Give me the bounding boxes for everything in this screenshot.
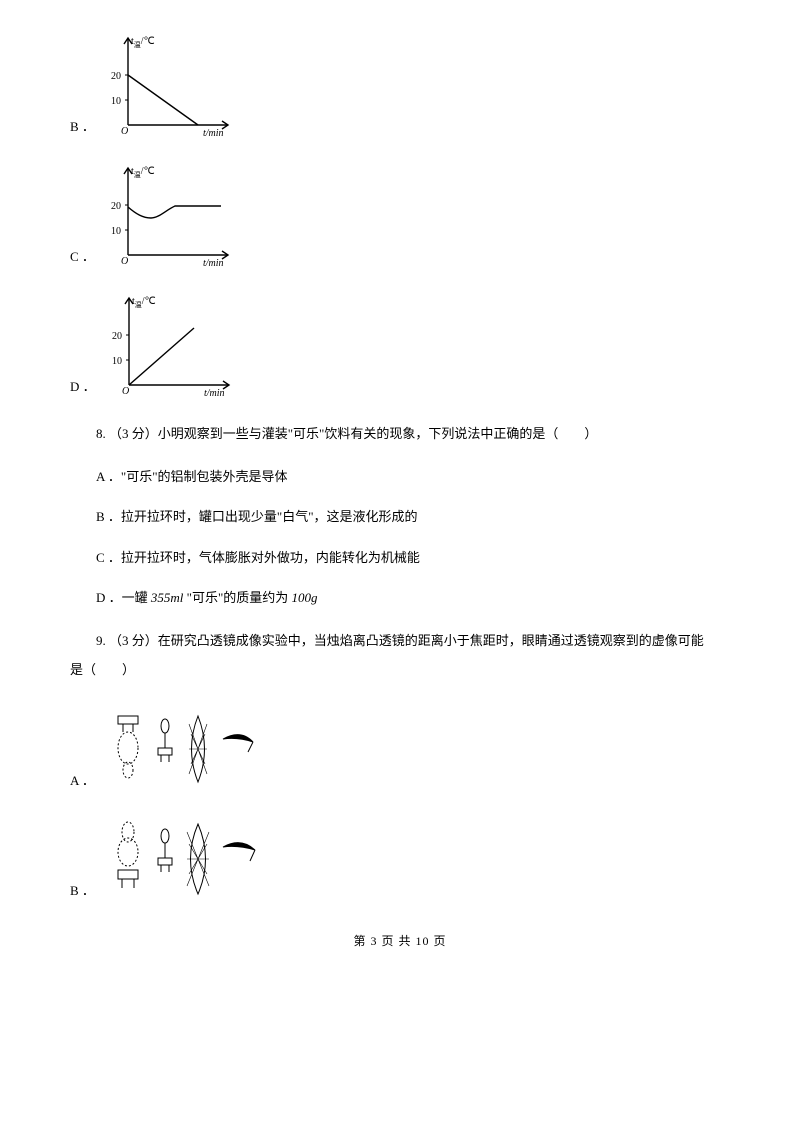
- option-label-c: C ．: [70, 246, 95, 265]
- chart-d: 10 20 t温/℃ O t/min: [104, 290, 244, 400]
- lens-diagram-a: [103, 704, 273, 794]
- option-label-d: D ．: [70, 376, 96, 395]
- page-content: B ． 10 20 t温/℃ O t/min C ．: [0, 0, 800, 969]
- svg-text:O: O: [121, 256, 128, 267]
- q7-option-c: C ． 10 20 t温/℃ O t/min: [70, 160, 730, 270]
- chart-c: 10 20 t温/℃ O t/min: [103, 160, 243, 270]
- q9-option-b: B ．: [70, 814, 730, 904]
- q8-d-val1: 355ml: [151, 590, 184, 605]
- svg-text:t/min: t/min: [204, 388, 225, 399]
- svg-text:t/min: t/min: [203, 258, 224, 269]
- q9-line1: 9. （3 分）在研究凸透镜成像实验中，当烛焰离凸透镜的距离小于焦距时，眼睛通过…: [70, 627, 730, 656]
- svg-text:t/min: t/min: [203, 128, 224, 139]
- q8-option-a: A ．"可乐"的铝制包装外壳是导体: [70, 463, 730, 492]
- q8-option-b: B ．拉开拉环时，罐口出现少量"白气"，这是液化形成的: [70, 503, 730, 532]
- q9-line2: 是（ ）: [70, 656, 730, 685]
- svg-text:20: 20: [111, 201, 121, 212]
- option-label-a2: A ．: [70, 770, 95, 789]
- lens-diagram-b: [103, 814, 273, 904]
- svg-text:t温/℃: t温/℃: [132, 296, 156, 309]
- svg-text:10: 10: [111, 226, 121, 237]
- q8-option-c: C ．拉开拉环时，气体膨胀对外做功，内能转化为机械能: [70, 544, 730, 573]
- q8-d-prefix: D ．一罐: [96, 590, 151, 605]
- page-footer: 第 3 页 共 10 页: [70, 932, 730, 949]
- svg-text:t温/℃: t温/℃: [131, 166, 155, 179]
- svg-text:t温/℃: t温/℃: [131, 36, 155, 49]
- svg-text:10: 10: [112, 356, 122, 367]
- q7-option-d: D ． 10 20 t温/℃ O t/min: [70, 290, 730, 400]
- q8-prompt: 8. （3 分）小明观察到一些与灌装"可乐"饮料有关的现象，下列说法中正确的是（…: [70, 420, 730, 449]
- q8-d-val2: 100g: [292, 590, 318, 605]
- option-label-b2: B ．: [70, 880, 95, 899]
- q8-option-d: D ．一罐 355ml "可乐"的质量约为 100g: [70, 584, 730, 613]
- chart-b: 10 20 t温/℃ O t/min: [103, 30, 243, 140]
- svg-text:20: 20: [111, 71, 121, 82]
- q7-option-b: B ． 10 20 t温/℃ O t/min: [70, 30, 730, 140]
- svg-text:20: 20: [112, 331, 122, 342]
- svg-text:O: O: [121, 126, 128, 137]
- q9-option-a: A ．: [70, 704, 730, 794]
- option-label-b: B ．: [70, 116, 95, 135]
- svg-text:O: O: [122, 386, 129, 397]
- q8-d-mid: "可乐"的质量约为: [183, 590, 291, 605]
- q9-prompt: 9. （3 分）在研究凸透镜成像实验中，当烛焰离凸透镜的距离小于焦距时，眼睛通过…: [70, 627, 730, 684]
- svg-text:10: 10: [111, 96, 121, 107]
